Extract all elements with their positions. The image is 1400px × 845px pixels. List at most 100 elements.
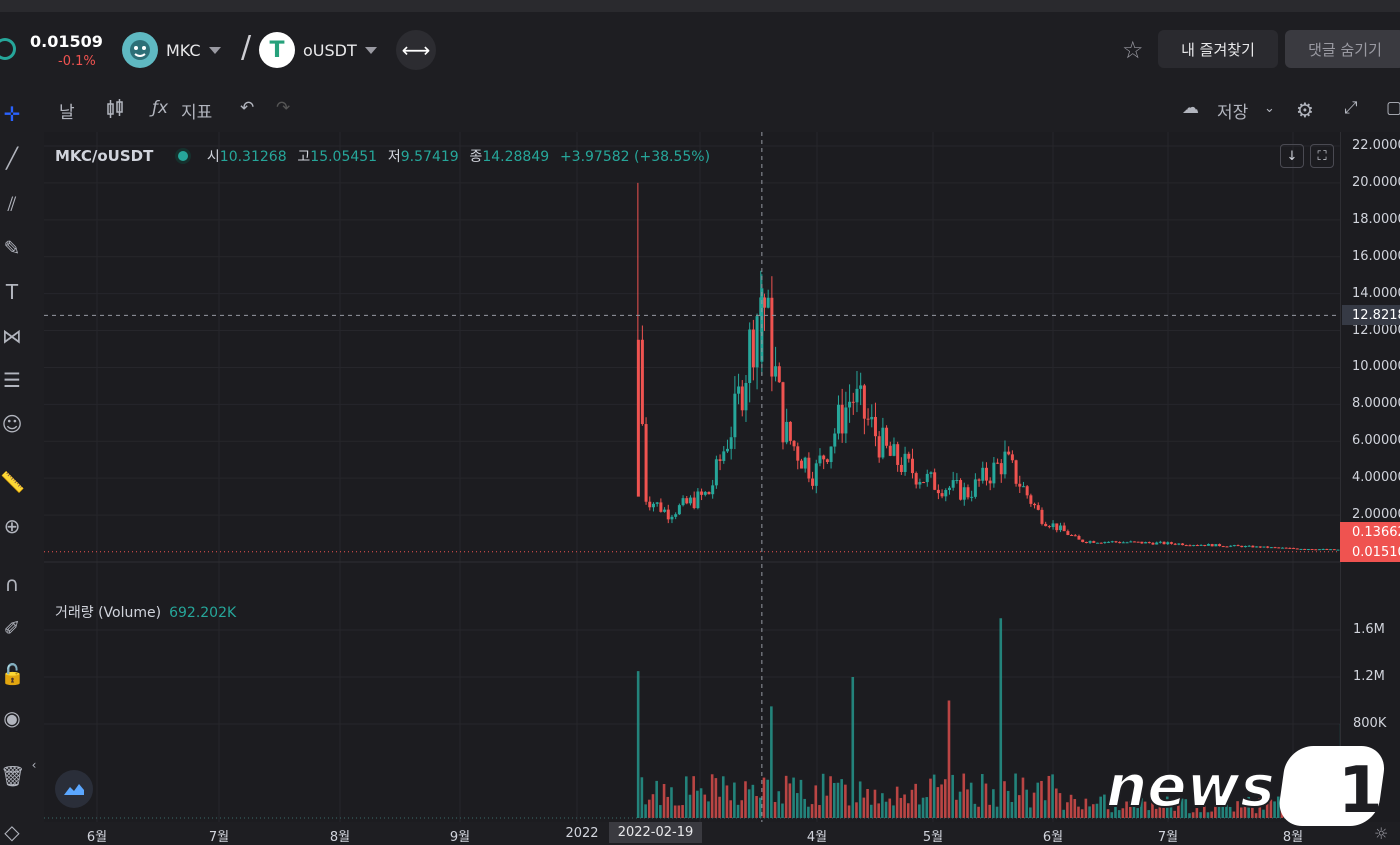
lock-icon[interactable]: 🔓 [0,662,24,686]
layers-icon[interactable]: ◇ [0,820,24,844]
time-axis-label: 6월 [1043,826,1063,845]
candle [667,510,670,520]
candle [1281,548,1284,549]
maximize-pane-icon[interactable]: ⛶ [1310,144,1334,168]
volume-bar [1066,802,1069,818]
volume-bar [737,805,740,818]
high-value: 15.05451 [310,149,377,165]
candle [1007,452,1010,455]
volume-bar [1081,809,1084,818]
volume-bar [803,799,806,818]
volume-bar [877,803,880,818]
candle [789,422,792,441]
candle [641,340,644,424]
candle [904,454,907,472]
price-axis-label: 4.00000 [1352,470,1400,485]
volume-bar [826,796,829,818]
fib-icon[interactable]: ☰ [0,368,24,392]
candle [1314,549,1317,550]
candle [996,463,999,464]
volume-bar [652,794,655,818]
candle [1114,541,1117,542]
candle [756,316,759,367]
candle [696,491,699,508]
quote-symbol: oUSDT [303,41,357,60]
volume-bar [881,793,884,818]
hide-comments-button[interactable]: 댓글 숨기기 [1285,30,1400,68]
pitchfork-icon[interactable]: ⫽ [0,192,24,216]
lock-drawing-icon[interactable]: ✐ [0,616,24,640]
indicators-button[interactable]: 지표 [181,98,212,123]
candle [1052,523,1055,527]
price-chart[interactable] [44,132,1340,822]
volume-bar [951,775,954,818]
eye-icon[interactable]: ◉ [0,706,24,730]
candle [741,386,744,410]
price-axis-label: 16.0000 [1352,249,1400,264]
candle [807,458,810,479]
volume-bar [840,779,843,818]
pattern-icon[interactable]: ⋈ [0,324,24,348]
prev-price-tag: 0.13662 [1340,522,1400,542]
volume-legend: 거래량 (Volume)692.202K [55,602,236,622]
candle [1333,549,1336,550]
volume-bar [918,804,921,818]
candle [800,461,803,469]
candle [1081,540,1084,542]
brush-icon[interactable]: ✎ [0,236,24,260]
star-icon[interactable]: ☆ [1122,36,1144,64]
settings-icon[interactable]: ☼ [1374,824,1388,843]
scroll-down-icon[interactable]: ↓ [1280,144,1304,168]
base-coin-selector[interactable]: MKC [122,32,221,68]
volume-bar [974,804,977,818]
redo-icon[interactable]: ↷ [276,98,290,118]
trend-line-icon[interactable]: ╱ [0,146,24,170]
interval-selector[interactable]: 날 [59,98,75,123]
candle [978,479,981,480]
quote-coin-selector[interactable]: T oUSDT [259,32,377,68]
indicators-icon[interactable]: ƒx [152,98,168,118]
candle [1329,549,1332,550]
ruler-icon[interactable]: 📏 [0,470,24,494]
chevron-down-icon[interactable]: ⌄ [1264,101,1275,116]
candle [648,502,651,508]
volume-bar [763,778,766,818]
volume-bar [818,805,821,818]
volume-bar [1055,788,1058,818]
volume-bar [1085,799,1088,818]
collapse-panel-icon[interactable]: ‹ [28,758,40,772]
gear-icon[interactable]: ⚙ [1296,98,1314,122]
swap-pair-button[interactable]: ⟷ [396,30,436,70]
favorites-button[interactable]: 내 즐겨찾기 [1158,30,1278,68]
candle [859,385,862,388]
camera-icon[interactable]: ▢ [1386,98,1400,118]
fullscreen-icon[interactable]: ⤢ [1344,98,1358,118]
volume-bar [1014,774,1017,818]
crosshair-icon[interactable]: ✛ [0,102,24,126]
volume-bar [900,798,903,818]
tradingview-logo-icon[interactable] [55,770,93,808]
chevron-down-icon [209,47,221,54]
volume-bar [848,805,851,818]
text-icon[interactable]: T [0,280,24,304]
volume-bar [814,785,817,818]
undo-icon[interactable]: ↶ [240,98,254,118]
emoji-icon[interactable]: ☺ [0,412,24,436]
trash-icon[interactable]: 🗑 [0,764,24,788]
status-dot [178,151,188,161]
candle [822,456,825,460]
volume-bar [959,792,962,818]
candle [878,436,881,457]
zoom-in-icon[interactable]: ⊕ [0,514,24,538]
open-value: 10.31268 [220,149,287,165]
candle [915,473,918,484]
candle [974,479,977,496]
save-button[interactable]: 저장 [1217,98,1248,123]
volume-bar [907,803,910,818]
candle [737,386,740,393]
cloud-icon[interactable]: ☁ [1182,98,1199,118]
candle-type-icon[interactable] [104,98,126,125]
candle [981,468,984,481]
volume-bar [855,802,858,818]
magnet-icon[interactable]: ∩ [0,572,24,596]
